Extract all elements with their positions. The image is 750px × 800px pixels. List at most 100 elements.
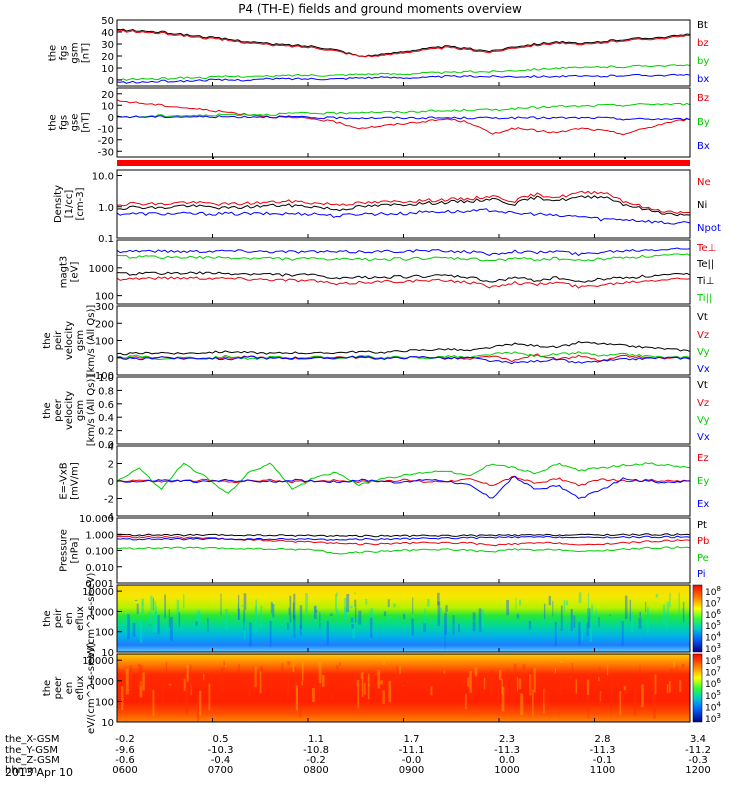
- ytick-label: 4: [108, 442, 114, 453]
- elec_spec-streak: [121, 686, 124, 711]
- ion_spec-streak: [437, 601, 441, 627]
- ion_spec-streak: [150, 595, 153, 611]
- ion_spec-streak: [254, 606, 257, 634]
- elec_spec-colorbar-label: 103: [705, 712, 721, 725]
- panel-velocity_peer: Vt Vz Vy Vx 1.0 0.8 0.6 0.4 0.2 0.0 the peer velocit…: [42, 373, 710, 451]
- elec_spec-streak: [483, 677, 486, 690]
- orbit-row-label: the_Y-GSM: [5, 745, 58, 756]
- elec_spec-streak: [575, 679, 577, 694]
- elec_spec-streak: [296, 686, 298, 712]
- ytick-label: 10000: [82, 587, 114, 598]
- elec_spec-streak: [152, 689, 155, 717]
- elec_spec-streak: [474, 672, 478, 677]
- ion_spec-streak: [681, 608, 684, 613]
- elec_spec-streak: [198, 690, 202, 716]
- ylabel-ion_spec: the: [42, 610, 53, 626]
- ion_spec-streak: [427, 598, 430, 607]
- ion_spec-streak: [255, 599, 258, 618]
- elec_spec-streak: [367, 677, 370, 700]
- ion_spec-streak: [326, 620, 329, 646]
- ion_spec-streak: [624, 595, 628, 620]
- elec_spec-streak: [377, 668, 380, 683]
- ion_spec-streak: [548, 595, 551, 606]
- elec_spec-streak: [559, 680, 563, 695]
- ytick-label: -10: [98, 124, 114, 135]
- legend-fgs_gse: Bz: [697, 93, 709, 104]
- series-pressure-Pi: [116, 535, 691, 541]
- orbit-value: 1.1: [308, 734, 324, 745]
- ion_spec-streak: [411, 618, 414, 636]
- ion_spec-streak: [305, 593, 308, 615]
- elec_spec-streak: [498, 669, 502, 681]
- ion_spec-streak: [139, 621, 142, 624]
- elec_spec-streak: [541, 689, 543, 699]
- elec_spec-streak: [546, 691, 550, 710]
- ion_spec-streak: [452, 615, 455, 635]
- legend-efield: Ey: [697, 476, 709, 487]
- ytick-label: 200: [95, 319, 114, 330]
- ylabel-density: Density: [53, 185, 64, 223]
- elec_spec-streak: [377, 669, 381, 689]
- series-density-Ni: [116, 195, 691, 217]
- elec_spec-streak: [165, 661, 168, 679]
- elec_spec-streak: [186, 665, 189, 682]
- ion_spec-streak: [396, 614, 399, 627]
- elec_spec-streak: [570, 671, 573, 673]
- ylabel-ion_spec: en: [64, 612, 75, 625]
- ytick-label: -30: [98, 147, 114, 158]
- elec_spec-streak: [522, 664, 526, 671]
- elec_spec-streak: [140, 665, 143, 686]
- series-fgs_gsm-bx: [116, 73, 691, 84]
- ion_spec-streak: [149, 611, 152, 624]
- elec_spec-streak: [382, 690, 385, 704]
- orbit-value: 0.5: [213, 734, 229, 745]
- ion_spec-streak: [352, 617, 356, 639]
- orbit-labels: the_X-GSM -0.2 0.5 1.1 1.7 2.3 2.8 3.4 the_Y-GSM…: [5, 734, 711, 776]
- ion_spec-streak: [666, 601, 670, 618]
- ion_spec-streak: [370, 608, 374, 635]
- orbit-value: 0.0: [499, 755, 515, 766]
- ylabel-fgs_gsm: [nT]: [81, 43, 92, 63]
- ylabel-fgs_gsm: the: [48, 45, 59, 61]
- elec_spec-streak: [376, 672, 380, 684]
- series-temperature-Ti||: [116, 253, 691, 262]
- velocity-frame: [116, 305, 691, 376]
- temperature-frame: [116, 239, 691, 305]
- elec_spec-streak: [469, 670, 472, 693]
- ylabel-ion_spec: peir: [53, 608, 64, 628]
- ytick-label: 1000: [89, 607, 114, 618]
- elec_spec-streak: [399, 666, 401, 675]
- ion_spec-streak: [478, 608, 482, 633]
- elec_spec-streak: [404, 693, 407, 696]
- legend-fgs_gsm: Bt: [697, 20, 708, 31]
- ion_spec-streak: [403, 613, 406, 620]
- ion_spec-streak: [139, 620, 143, 644]
- elec_spec-streak: [517, 692, 521, 694]
- series-pressure-Pb: [116, 535, 691, 547]
- elec_spec-streak: [377, 666, 380, 672]
- ytick-label: -2: [104, 495, 114, 506]
- ytick-label: 0.6: [98, 400, 114, 411]
- orbit-value: -11.3: [494, 745, 520, 756]
- ion_spec-streak: [481, 609, 485, 627]
- elec_spec-streak: [184, 668, 187, 681]
- ylabel-ion_spec: eflux: [75, 606, 86, 631]
- legend-temperature: Te||: [696, 259, 714, 270]
- ion_spec-streak: [136, 603, 139, 614]
- elec_spec-streak: [518, 678, 522, 690]
- ylabel-velocity_peer: [km/s (All Qs)]: [86, 375, 97, 447]
- elec_spec-streak: [533, 667, 536, 693]
- elec_spec-streak: [543, 688, 545, 714]
- ytick-label: 100: [95, 292, 114, 303]
- elec_spec-streak: [322, 674, 325, 687]
- elec_spec-streak: [369, 669, 371, 677]
- ion_spec-streak: [157, 614, 160, 635]
- ion_spec-streak: [134, 600, 138, 601]
- elec_spec-streak: [253, 665, 255, 693]
- ion_spec-streak: [666, 612, 668, 631]
- ion_spec-streak: [568, 619, 572, 622]
- ytick-label: 100: [95, 628, 114, 639]
- elec_spec-streak: [599, 666, 601, 671]
- ylabel-velocity: gsm: [75, 330, 86, 351]
